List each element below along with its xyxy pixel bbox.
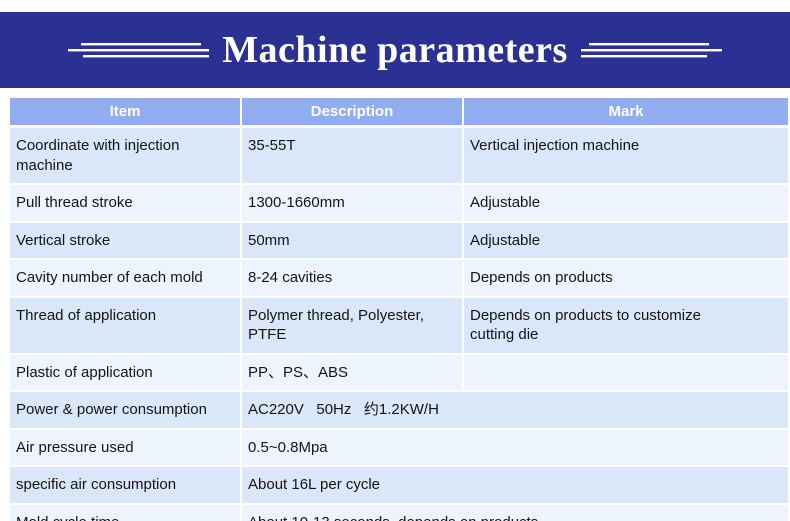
- cell-item: Plastic of application: [8, 352, 242, 392]
- description-text: 50mm: [248, 231, 290, 249]
- cell-mark: Adjustable: [462, 183, 790, 223]
- description-text: PP、PS、ABS: [248, 363, 349, 381]
- mark-text: Vertical injection machine: [470, 137, 640, 154]
- item-text: Power & power consumption: [16, 401, 207, 418]
- cell-mark: Vertical injection machine: [462, 125, 790, 185]
- table-row: Plastic of application PP、PS、ABS: [8, 352, 790, 392]
- description-text: AC220V 50Hz 约1.2KW/H: [248, 401, 439, 418]
- item-text: Pull thread stroke: [16, 194, 133, 211]
- cell-description: 1300-1660mm: [240, 183, 464, 223]
- table-row: Vertical stroke 50mm Adjustable: [8, 220, 790, 260]
- item-text: Cavity number of each mold: [16, 269, 203, 286]
- table-row: Mold cycle time About 10-13 seconds, dep…: [8, 502, 790, 521]
- mark-text: Depends on products: [470, 269, 613, 286]
- description-text: 1300-1660mm: [248, 194, 345, 211]
- cell-description: About 10-13 seconds, depends on products: [240, 502, 790, 521]
- cell-item: Mold cycle time: [8, 502, 242, 521]
- table-row: Cavity number of each mold 8-24 cavities…: [8, 258, 790, 298]
- page-title: Machine parameters: [222, 29, 568, 71]
- mark-text: Adjustable: [470, 194, 541, 211]
- description-text: 35-55T: [248, 137, 296, 154]
- item-text: Thread of application: [16, 306, 157, 324]
- item-text: Coordinate with injection machine: [16, 137, 184, 174]
- cell-description: 0.5~0.8Mpa: [240, 427, 790, 467]
- cell-item: Coordinate with injection machine: [8, 125, 242, 185]
- description-text: About 10-13 seconds, depends on products: [248, 514, 538, 521]
- deco-lines-right-icon: [580, 42, 722, 57]
- table-row: specific air consumption About 16L per c…: [8, 465, 790, 505]
- col-header-item: Item: [8, 96, 242, 128]
- deco-lines-left-icon: [68, 42, 210, 57]
- table-row: Thread of application Polymer thread, Po…: [8, 295, 790, 355]
- item-text: Vertical stroke: [16, 231, 111, 249]
- mark-text: Adjustable: [470, 231, 541, 249]
- cell-description: Polymer thread, Polyester, PTFE: [240, 295, 464, 355]
- description-text: 0.5~0.8Mpa: [248, 438, 328, 456]
- mark-text: Depends on products to customize cutting…: [470, 306, 706, 344]
- description-text: 8-24 cavities: [248, 269, 333, 286]
- table-row: Air pressure used 0.5~0.8Mpa: [8, 427, 790, 467]
- cell-description: PP、PS、ABS: [240, 352, 464, 392]
- description-text: Polymer thread, Polyester, PTFE: [248, 306, 429, 344]
- item-text: Plastic of application: [16, 363, 153, 381]
- cell-mark: Depends on products to customize cutting…: [462, 295, 790, 355]
- cell-mark: [462, 352, 790, 392]
- item-text: Air pressure used: [16, 438, 134, 456]
- cell-mark: Adjustable: [462, 220, 790, 260]
- cell-description: About 16L per cycle: [240, 465, 790, 505]
- table-header-row: Item Description Mark: [8, 96, 790, 128]
- cell-description: 8-24 cavities: [240, 258, 464, 298]
- title-banner: Machine parameters: [0, 12, 790, 88]
- cell-item: Pull thread stroke: [8, 183, 242, 223]
- cell-item: specific air consumption: [8, 465, 242, 505]
- cell-item: Vertical stroke: [8, 220, 242, 260]
- cell-item: Air pressure used: [8, 427, 242, 467]
- cell-description: 50mm: [240, 220, 464, 260]
- cell-item: Power & power consumption: [8, 390, 242, 430]
- item-text: specific air consumption: [16, 476, 177, 493]
- col-header-description: Description: [240, 96, 464, 128]
- item-text: Mold cycle time: [16, 514, 119, 521]
- col-header-mark: Mark: [462, 96, 790, 128]
- table-row: Coordinate with injection machine 35-55T…: [8, 125, 790, 185]
- cell-description: AC220V 50Hz 约1.2KW/H: [240, 390, 790, 430]
- cell-description: 35-55T: [240, 125, 464, 185]
- cell-item: Cavity number of each mold: [8, 258, 242, 298]
- table-row: Power & power consumption AC220V 50Hz 约1…: [8, 390, 790, 430]
- table-row: Pull thread stroke 1300-1660mm Adjustabl…: [8, 183, 790, 223]
- cell-item: Thread of application: [8, 295, 242, 355]
- parameters-table: Item Description Mark Coordinate with in…: [8, 96, 790, 521]
- cell-mark: Depends on products: [462, 258, 790, 298]
- description-text: About 16L per cycle: [248, 476, 381, 493]
